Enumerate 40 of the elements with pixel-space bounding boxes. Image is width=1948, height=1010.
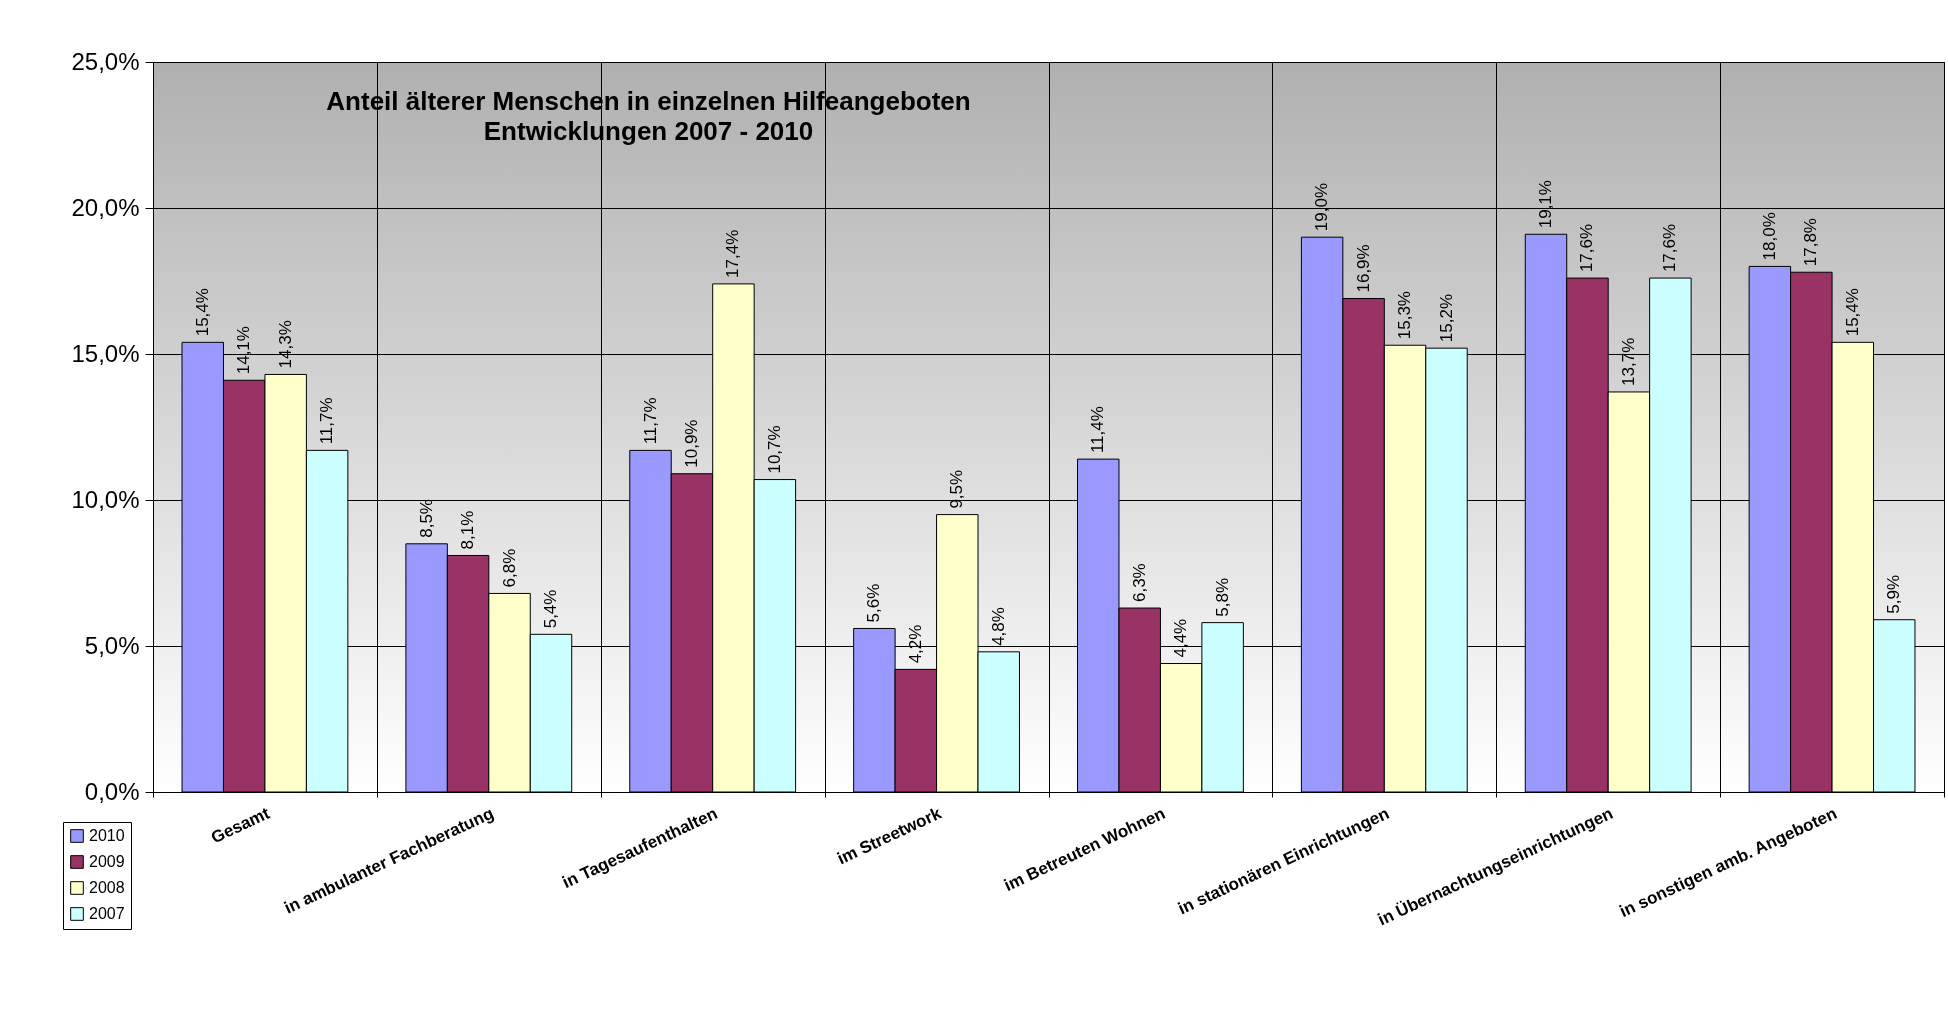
data-label: 11,4% <box>1088 406 1108 454</box>
data-label: 13,7% <box>1618 337 1638 386</box>
data-label: 17,6% <box>1577 223 1597 273</box>
y-tick-label: 10,0% <box>71 485 140 513</box>
data-label: 18,0% <box>1759 212 1779 261</box>
y-tick-label: 15,0% <box>71 339 140 367</box>
data-label: 5,6% <box>864 583 884 623</box>
data-label: 15,4% <box>1842 288 1862 337</box>
legend-label: 2007 <box>89 905 125 922</box>
legend-label: 2008 <box>89 879 125 896</box>
data-label: 5,4% <box>541 589 560 629</box>
data-label: 4,4% <box>1171 618 1191 658</box>
data-label: 8,1% <box>458 510 478 550</box>
data-label: 10,9% <box>681 419 701 468</box>
data-label: 11,7% <box>317 397 337 445</box>
y-tick-label: 0,0% <box>84 777 140 805</box>
data-label: 17,6% <box>1660 223 1680 273</box>
y-tick-label: 5,0% <box>84 631 140 659</box>
data-label: 6,3% <box>1129 563 1149 603</box>
data-label: 15,2% <box>1436 293 1456 343</box>
data-label: 15,4% <box>192 288 212 337</box>
data-label: 19,1% <box>1536 180 1555 229</box>
data-label: 5,8% <box>1212 577 1232 617</box>
data-label: 11,7% <box>640 397 660 445</box>
data-label: 8,5% <box>416 499 436 538</box>
data-label: 10,7% <box>764 425 784 474</box>
data-label: 6,8% <box>499 548 519 588</box>
data-label: 15,3% <box>1395 291 1415 340</box>
y-tick-label: 20,0% <box>71 193 140 221</box>
data-label: 14,3% <box>275 320 295 369</box>
data-label: 17,4% <box>723 229 743 278</box>
data-label: 4,8% <box>988 607 1008 646</box>
data-label: 17,8% <box>1801 218 1821 267</box>
legend-label: 2009 <box>89 853 125 870</box>
data-label: 16,9% <box>1353 244 1373 293</box>
data-label: 19,0% <box>1312 183 1332 232</box>
legend-label: 2010 <box>89 827 125 844</box>
y-tick-label: 25,0% <box>71 47 140 75</box>
data-label: 14,1% <box>234 326 254 375</box>
data-label: 5,9% <box>1884 574 1904 614</box>
